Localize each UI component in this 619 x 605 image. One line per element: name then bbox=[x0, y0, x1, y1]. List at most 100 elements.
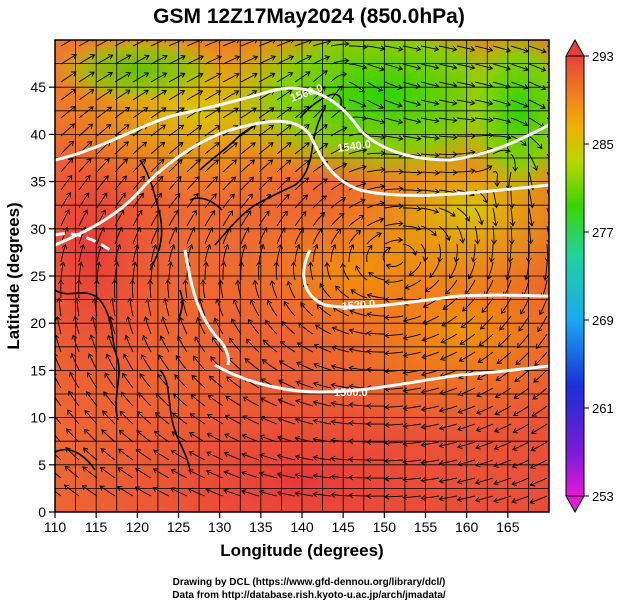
streamline bbox=[366, 202, 385, 209]
streamline bbox=[403, 477, 422, 481]
streamline bbox=[68, 390, 80, 407]
streamline bbox=[114, 107, 130, 119]
streamline-arrowhead bbox=[134, 486, 141, 492]
streamline bbox=[528, 243, 530, 263]
streamline-arrowhead bbox=[508, 203, 515, 209]
streamline-arrowhead bbox=[462, 306, 468, 312]
streamline bbox=[456, 45, 475, 51]
streamline bbox=[366, 232, 382, 245]
streamline-arrowhead bbox=[159, 141, 166, 147]
streamline-arrowhead bbox=[233, 107, 239, 113]
streamline bbox=[55, 434, 62, 443]
streamline-arrowhead bbox=[420, 406, 426, 413]
streamline bbox=[206, 488, 224, 497]
streamline bbox=[258, 244, 264, 263]
streamline bbox=[501, 297, 512, 314]
streamline-arrowhead bbox=[87, 123, 94, 129]
streamline-arrowhead bbox=[355, 229, 362, 235]
streamline-arrowhead bbox=[505, 118, 512, 124]
streamline bbox=[385, 315, 404, 319]
streamline bbox=[114, 192, 126, 209]
streamline-arrowhead bbox=[71, 334, 77, 340]
streamline bbox=[294, 71, 311, 83]
streamline bbox=[258, 176, 273, 191]
streamline-arrowhead bbox=[70, 352, 76, 359]
streamline-arrowhead bbox=[262, 339, 269, 345]
streamline bbox=[402, 81, 421, 88]
streamline bbox=[186, 125, 202, 137]
streamline-arrowhead bbox=[178, 316, 185, 323]
streamline-arrowhead bbox=[116, 486, 123, 491]
streamline bbox=[366, 350, 385, 353]
streamline-arrowhead bbox=[124, 106, 131, 112]
streamline-arrowhead bbox=[119, 410, 125, 416]
streamline bbox=[204, 210, 215, 227]
streamline bbox=[494, 423, 512, 433]
streamline-arrowhead bbox=[173, 209, 179, 216]
streamline bbox=[474, 207, 483, 225]
streamline bbox=[150, 107, 167, 119]
streamline-arrowhead bbox=[478, 219, 484, 226]
streamline-arrowhead bbox=[340, 196, 347, 202]
streamline bbox=[76, 298, 80, 317]
streamline-arrowhead bbox=[505, 147, 511, 153]
streamline-arrowhead bbox=[242, 396, 249, 402]
streamline-arrowhead bbox=[477, 357, 483, 363]
streamline bbox=[438, 189, 457, 194]
streamline bbox=[456, 207, 470, 222]
streamline bbox=[223, 489, 242, 497]
streamline-arrowhead bbox=[415, 118, 422, 125]
streamline-arrowhead bbox=[294, 454, 301, 460]
streamline-arrowhead bbox=[161, 316, 167, 322]
streamline-arrowhead bbox=[522, 102, 529, 108]
streamline-arrowhead bbox=[156, 192, 163, 199]
streamline bbox=[55, 354, 62, 371]
streamline-arrowhead bbox=[276, 490, 283, 496]
streamline-arrowhead bbox=[205, 469, 212, 476]
streamline-arrowhead bbox=[469, 82, 476, 88]
streamline-arrowhead bbox=[348, 244, 355, 250]
streamline-arrowhead bbox=[384, 458, 390, 464]
streamline bbox=[188, 488, 206, 497]
streamline-arrowhead bbox=[278, 379, 284, 385]
streamline bbox=[204, 176, 218, 191]
streamline-arrowhead bbox=[267, 176, 273, 183]
streamline-arrowhead bbox=[379, 200, 386, 207]
streamline bbox=[530, 441, 548, 451]
streamline bbox=[135, 486, 152, 497]
streamline-arrowhead bbox=[48, 447, 53, 452]
streamline-arrowhead bbox=[135, 226, 141, 233]
streamline bbox=[276, 142, 292, 155]
streamline bbox=[474, 45, 493, 51]
streamline bbox=[422, 333, 440, 341]
streamline-arrowhead bbox=[259, 434, 265, 440]
streamline bbox=[510, 207, 514, 226]
streamline-arrowhead bbox=[162, 54, 168, 61]
colorbar: 293 285 277 269 261 253 bbox=[565, 38, 614, 514]
streamline bbox=[366, 81, 383, 92]
streamline bbox=[244, 358, 260, 371]
streamline bbox=[67, 409, 80, 425]
streamline bbox=[403, 369, 422, 374]
streamline bbox=[531, 423, 548, 434]
streamline-arrowhead bbox=[82, 466, 88, 472]
coastline-taiwan bbox=[177, 289, 183, 321]
streamline bbox=[141, 354, 152, 371]
streamline bbox=[196, 317, 206, 335]
streamline-arrowhead bbox=[67, 409, 73, 415]
streamline-arrowhead bbox=[194, 176, 200, 182]
streamline bbox=[474, 63, 493, 69]
streamline-arrowhead bbox=[109, 297, 116, 303]
streamline bbox=[248, 319, 260, 335]
streamline-arrowhead bbox=[397, 84, 403, 90]
streamline bbox=[168, 142, 184, 155]
streamline-arrowhead bbox=[280, 227, 286, 233]
streamline bbox=[313, 475, 332, 479]
streamline bbox=[342, 263, 350, 281]
y-tick-label: 30 bbox=[30, 221, 46, 237]
streamline-arrowhead bbox=[273, 261, 280, 267]
streamline bbox=[276, 55, 294, 65]
streamline-arrowhead bbox=[153, 449, 159, 455]
streamline bbox=[224, 452, 242, 461]
streamline-arrowhead bbox=[313, 362, 319, 369]
